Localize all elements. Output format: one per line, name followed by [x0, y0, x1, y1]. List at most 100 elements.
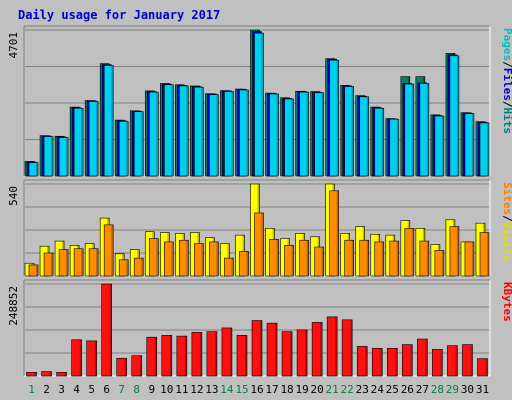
bar-shade	[66, 249, 69, 276]
bar-shade	[186, 85, 189, 176]
x-tick-label-28: 28	[431, 383, 444, 396]
panel-legend: KBytes	[501, 282, 512, 322]
bar-pages-day-30	[464, 113, 475, 177]
bar-pages-day-21	[329, 59, 339, 177]
bar-pages-day-29	[449, 55, 460, 177]
bar-shade	[244, 335, 247, 376]
bar-kbytes-day-23	[356, 346, 368, 377]
bar-sites-day-1	[28, 264, 39, 277]
bar-kbytes-day-24	[371, 347, 383, 377]
bar-kbytes-day-18	[281, 331, 293, 377]
bar-shade	[141, 111, 144, 176]
bar-pages-day-3	[58, 137, 69, 177]
bar-kbytes-day-2	[41, 371, 52, 377]
x-tick-label-10: 10	[160, 383, 173, 396]
bar-shade	[321, 247, 324, 276]
bar-kbytes-day-31	[477, 358, 488, 377]
bar-pages-day-20	[314, 92, 324, 177]
bar-kbytes-day-19	[296, 329, 308, 377]
bar-kbytes-day-25	[386, 347, 398, 377]
bar-shade	[34, 372, 37, 376]
x-tick-label-2: 2	[43, 383, 50, 396]
bar-shade	[156, 92, 159, 176]
bar-shade	[49, 371, 52, 376]
bar-shade	[425, 339, 428, 376]
bar-shade	[366, 96, 369, 176]
x-tick-label-21: 21	[326, 383, 339, 396]
bar-shade	[184, 336, 187, 376]
x-tick-label-3: 3	[58, 383, 65, 396]
legend-part-1: /	[501, 215, 512, 222]
bar-shade	[305, 329, 308, 376]
bar-sites-day-22	[344, 239, 354, 277]
chart-title: Daily usage for January 2017	[18, 8, 220, 22]
x-tick-label-23: 23	[356, 383, 369, 396]
bar-shade	[456, 55, 459, 177]
x-tick-label-27: 27	[416, 383, 429, 396]
bar-shade	[471, 241, 474, 276]
bar-sites-day-14	[224, 257, 234, 277]
bar-kbytes-day-16	[251, 320, 263, 377]
bar-shade	[276, 239, 279, 276]
bar-pages-day-14	[224, 91, 234, 177]
bar-kbytes-day-29	[447, 345, 458, 377]
bar-shade	[261, 33, 264, 176]
bar-kbytes-day-13	[206, 331, 218, 377]
bar-sites-day-25	[389, 240, 400, 277]
x-tick-label-19: 19	[295, 383, 308, 396]
bar-sites-day-18	[284, 245, 294, 277]
bar-kbytes-day-3	[56, 372, 67, 377]
bar-shade	[381, 108, 384, 176]
bar-shade	[81, 108, 84, 176]
bar-kbytes-day-4	[71, 339, 82, 377]
bar-pages-day-7	[118, 121, 129, 177]
bar-shade	[320, 322, 323, 376]
bar-kbytes-day-11	[176, 335, 188, 377]
bar-shade	[51, 136, 54, 176]
bar-shade	[335, 316, 338, 376]
bar-sites-day-11	[179, 239, 189, 277]
bar-shade	[229, 327, 232, 376]
y-max-label: 540	[7, 186, 20, 206]
bar-shade	[486, 232, 489, 276]
bar-kbytes-day-7	[116, 357, 128, 377]
bar-shade	[94, 340, 97, 376]
bar-pages-day-13	[209, 94, 219, 177]
bar-shade	[336, 60, 339, 176]
x-tick-label-5: 5	[88, 383, 95, 396]
x-tick-label-7: 7	[118, 383, 125, 396]
bar-shade	[79, 339, 82, 376]
bar-pages-day-19	[299, 91, 309, 177]
bar-pages-day-11	[179, 85, 189, 177]
bar-shade	[109, 284, 112, 376]
x-tick-label-16: 16	[250, 383, 263, 396]
bar-shade	[216, 241, 219, 276]
legend-part-0: KBytes	[501, 282, 512, 322]
bar-sites-day-16	[254, 212, 264, 277]
panel-bottom: 248852 KBytes	[7, 279, 512, 377]
legend-part-0: Sites	[501, 182, 512, 215]
panel-middle: 540 Sites/Visits	[7, 179, 512, 277]
legend-part-4: Hits	[501, 108, 512, 135]
bar-kbytes-day-22	[341, 319, 353, 377]
bar-shade	[246, 251, 249, 276]
bar-pages-day-25	[389, 118, 400, 177]
bar-pages-day-26	[404, 83, 415, 177]
bar-pages-day-6	[103, 65, 114, 177]
bar-pages-day-10	[164, 84, 174, 177]
bar-shade	[201, 243, 204, 276]
bar-kbytes-day-17	[266, 322, 278, 377]
bar-sites-day-12	[194, 243, 204, 277]
bar-shade	[154, 337, 157, 376]
bar-sites-day-31	[479, 232, 490, 277]
bar-shade	[351, 240, 354, 276]
bar-sites-day-15	[239, 250, 249, 277]
bar-pages-day-22	[344, 86, 354, 177]
bar-shade	[124, 358, 127, 376]
bar-shade	[64, 372, 67, 376]
x-tick-label-22: 22	[341, 383, 354, 396]
bar-sites-day-30	[464, 241, 475, 277]
bar-shade	[471, 113, 474, 176]
bar-shade	[186, 240, 189, 276]
